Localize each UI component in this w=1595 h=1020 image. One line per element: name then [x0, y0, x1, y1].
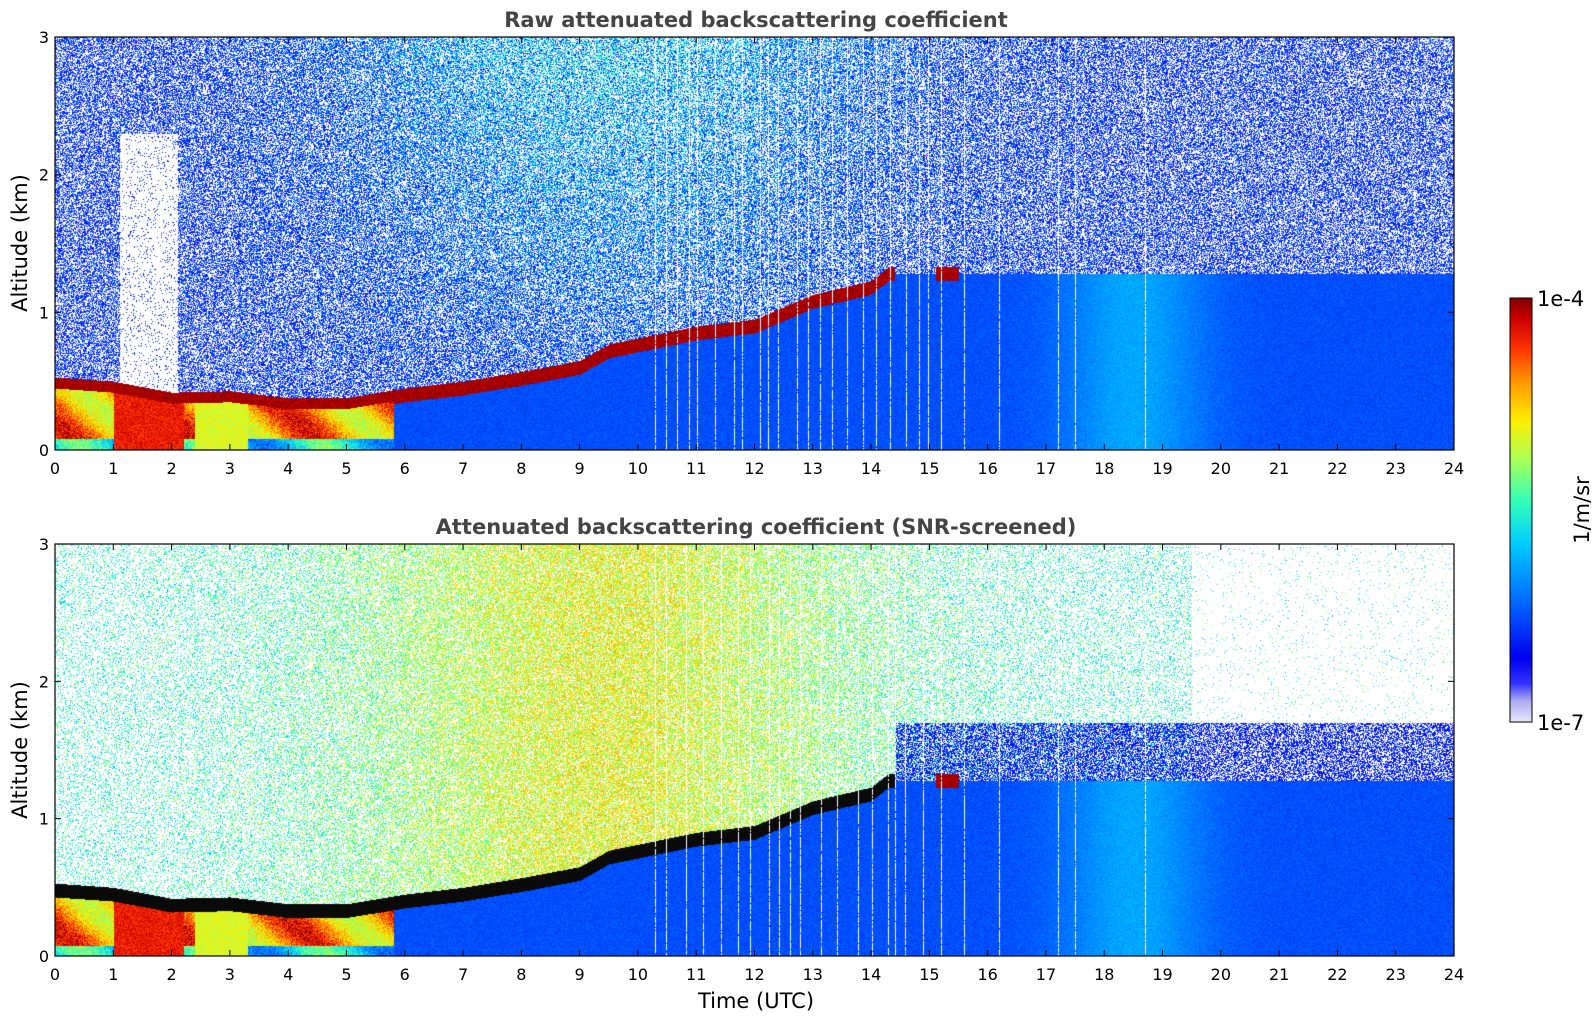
x-tick-label: 21: [1269, 965, 1289, 984]
x-tick-label: 18: [1094, 965, 1114, 984]
x-tick-label: 13: [803, 965, 823, 984]
x-tick-label: 9: [575, 459, 585, 478]
x-tick-label: 2: [166, 965, 176, 984]
x-tick-label: 12: [744, 965, 764, 984]
x-tick-label: 4: [283, 459, 293, 478]
x-tick-label: 24: [1444, 965, 1464, 984]
heatmap-area: [55, 37, 1454, 450]
x-tick-label: 8: [516, 459, 526, 478]
x-tick-label: 24: [1444, 459, 1464, 478]
x-tick-label: 0: [50, 965, 60, 984]
x-tick-label: 3: [225, 459, 235, 478]
x-tick-label: 5: [341, 459, 351, 478]
x-tick-label: 7: [458, 965, 468, 984]
x-tick-label: 17: [1036, 459, 1056, 478]
colorbar: 1e-4 1e-7 1/m/sr: [1509, 287, 1594, 735]
x-tick-label: 14: [861, 965, 881, 984]
y-tick-label: 3: [39, 28, 49, 47]
x-tick-label: 21: [1269, 459, 1289, 478]
colorbar-max-label: 1e-4: [1537, 287, 1584, 311]
x-tick-label: 5: [341, 965, 351, 984]
x-tick-label: 6: [400, 965, 410, 984]
x-tick-label: 8: [516, 965, 526, 984]
chart-title: Raw attenuated backscattering coefficien…: [504, 8, 1008, 32]
x-tick-label: 15: [919, 965, 939, 984]
x-tick-label: 14: [861, 459, 881, 478]
x-tick-label: 22: [1327, 459, 1347, 478]
x-tick-label: 11: [686, 965, 706, 984]
x-tick-label: 4: [283, 965, 293, 984]
y-tick-label: 2: [39, 166, 49, 185]
colorbar-unit-label: 1/m/sr: [1570, 476, 1594, 544]
x-tick-label: 18: [1094, 459, 1114, 478]
x-tick-label: 19: [1152, 965, 1172, 984]
x-tick-label: 20: [1211, 459, 1231, 478]
y-axis-label: Altitude (km): [8, 681, 32, 819]
x-tick-label: 1: [108, 965, 118, 984]
x-tick-label: 6: [400, 459, 410, 478]
x-tick-label: 22: [1327, 965, 1347, 984]
y-tick-label: 0: [39, 441, 49, 460]
x-tick-label: 0: [50, 459, 60, 478]
x-tick-label: 12: [744, 459, 764, 478]
y-tick-label: 1: [39, 303, 49, 322]
x-tick-label: 10: [628, 459, 648, 478]
x-axis-label: Time (UTC): [697, 989, 814, 1013]
raw-backscatter-panel: Raw attenuated backscattering coefficien…: [8, 8, 1464, 478]
x-tick-label: 11: [686, 459, 706, 478]
x-tick-label: 2: [166, 459, 176, 478]
y-tick-label: 1: [39, 810, 49, 829]
heatmap-area: [55, 544, 1454, 956]
colorbar-gradient: [1509, 297, 1533, 723]
y-tick-label: 0: [39, 947, 49, 966]
colorbar-min-label: 1e-7: [1537, 711, 1584, 735]
x-tick-label: 7: [458, 459, 468, 478]
x-tick-label: 16: [977, 459, 997, 478]
x-tick-label: 16: [977, 965, 997, 984]
x-tick-label: 9: [575, 965, 585, 984]
x-tick-label: 1: [108, 459, 118, 478]
y-tick-label: 3: [39, 535, 49, 554]
x-tick-label: 3: [225, 965, 235, 984]
x-tick-label: 23: [1386, 965, 1406, 984]
x-tick-label: 23: [1386, 459, 1406, 478]
x-tick-label: 20: [1211, 965, 1231, 984]
x-tick-label: 15: [919, 459, 939, 478]
axes: 0 1 2 3 4 5 6 7 8 9 10 11 12 13 14 15 16 17 18 19 20 21 22 23 24…: [39, 28, 1464, 478]
y-tick-label: 2: [39, 672, 49, 691]
x-tick-label: 13: [803, 459, 823, 478]
x-tick-label: 10: [628, 965, 648, 984]
axes: 0 1 2 3 4 5 6 7 8 9 10 11 12 13 14 15 16 17 18 19 20 21 22 23 24…: [39, 535, 1464, 984]
chart-title: Attenuated backscattering coefficient (S…: [436, 515, 1077, 539]
x-tick-label: 19: [1152, 459, 1172, 478]
y-axis-label: Altitude (km): [8, 174, 32, 312]
x-tick-label: 17: [1036, 965, 1056, 984]
snr-screened-panel: Attenuated backscattering coefficient (S…: [8, 515, 1464, 1013]
